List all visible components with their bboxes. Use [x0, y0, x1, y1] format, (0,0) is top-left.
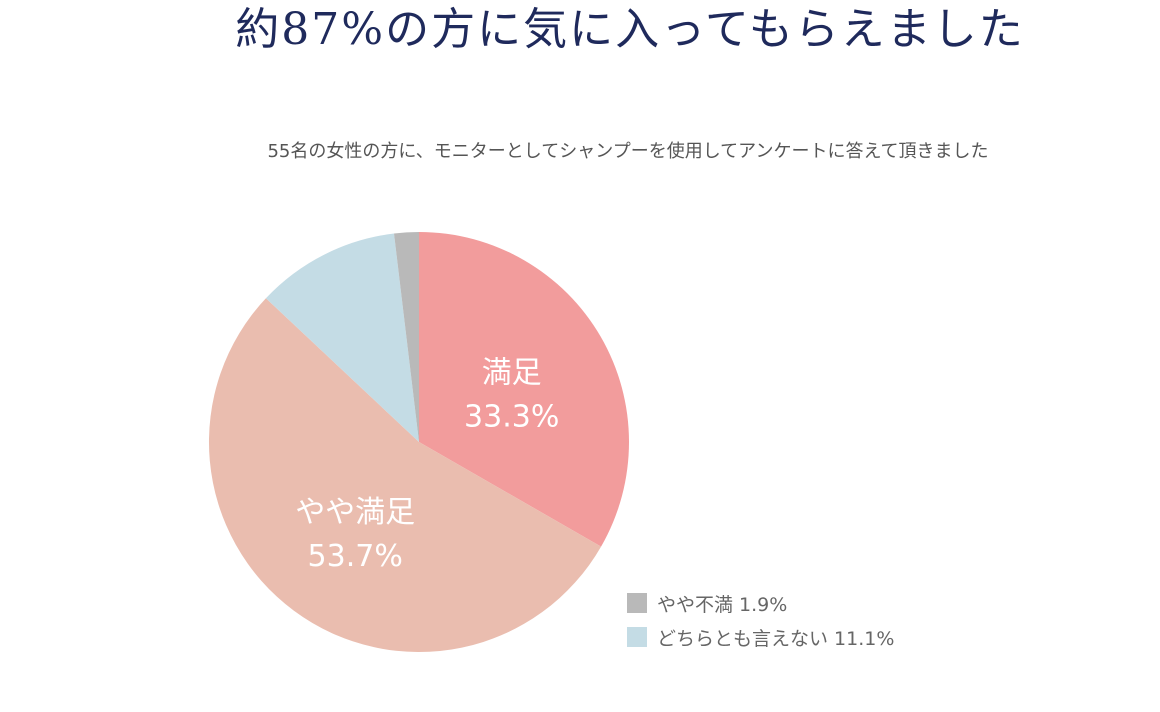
- legend-label: やや不満 1.9%: [657, 593, 788, 616]
- legend-item-neutral: どちらとも言えない 11.1%: [627, 620, 894, 654]
- legend-label: どちらとも言えない 11.1%: [657, 627, 895, 650]
- pie-slice: [393, 231, 419, 442]
- slice-label-category: やや満足: [295, 495, 415, 530]
- slice-label-percent: 33.3%: [464, 399, 559, 434]
- chart-title: 約87%の方に気に入ってもらえました: [235, 4, 1025, 55]
- legend-item-somewhat-dissatisfied: やや不満 1.9%: [627, 586, 894, 620]
- pie-slice: [419, 232, 629, 547]
- pie-slice: [208, 298, 602, 653]
- legend: やや不満 1.9% どちらとも言えない 11.1%: [627, 586, 894, 654]
- chart-subtitle: 55名の女性の方に、モニターとしてシャンプーを使用してアンケートに答えて頂きまし…: [267, 141, 989, 162]
- slice-label-percent: 53.7%: [308, 539, 403, 574]
- legend-swatch: [627, 593, 647, 613]
- legend-swatch: [627, 627, 647, 647]
- slice-label-category: 満足: [482, 355, 542, 390]
- pie-slice: [265, 233, 419, 442]
